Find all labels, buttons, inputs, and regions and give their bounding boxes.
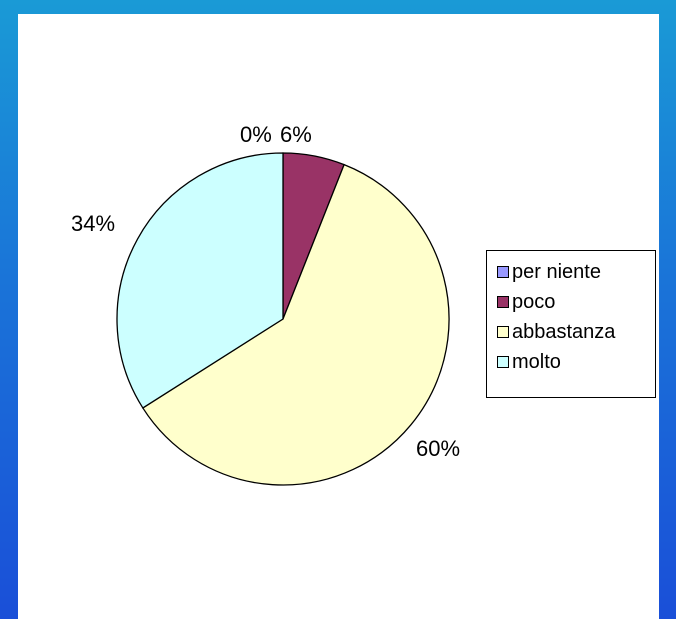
pie-slice-molto [116,152,284,409]
legend-label-molto: molto [512,351,561,373]
chart-panel: 0% 6% 60% 34% per niente poco abbastanza mo… [18,14,659,619]
legend-swatch-poco [497,296,509,308]
legend-label-per-niente: per niente [512,261,601,283]
data-label-poco: 6% [280,122,312,147]
pie-slice-abbastanza [141,163,450,486]
legend-swatch-per-niente [497,266,509,278]
legend-item-per-niente: per niente [497,257,655,287]
data-label-abbastanza: 60% [416,436,460,461]
legend-item-poco: poco [497,287,655,317]
data-label-molto: 34% [71,211,115,236]
legend-swatch-molto [497,356,509,368]
legend-item-molto: molto [497,347,655,377]
legend-label-abbastanza: abbastanza [512,321,616,343]
chart-legend: per niente poco abbastanza molto [486,250,656,398]
pie-chart: 0% 6% 60% 34% [71,122,460,486]
legend-swatch-abbastanza [497,326,509,338]
legend-item-abbastanza: abbastanza [497,317,655,347]
data-label-per-niente: 0% [240,122,272,147]
legend-label-poco: poco [512,291,556,313]
